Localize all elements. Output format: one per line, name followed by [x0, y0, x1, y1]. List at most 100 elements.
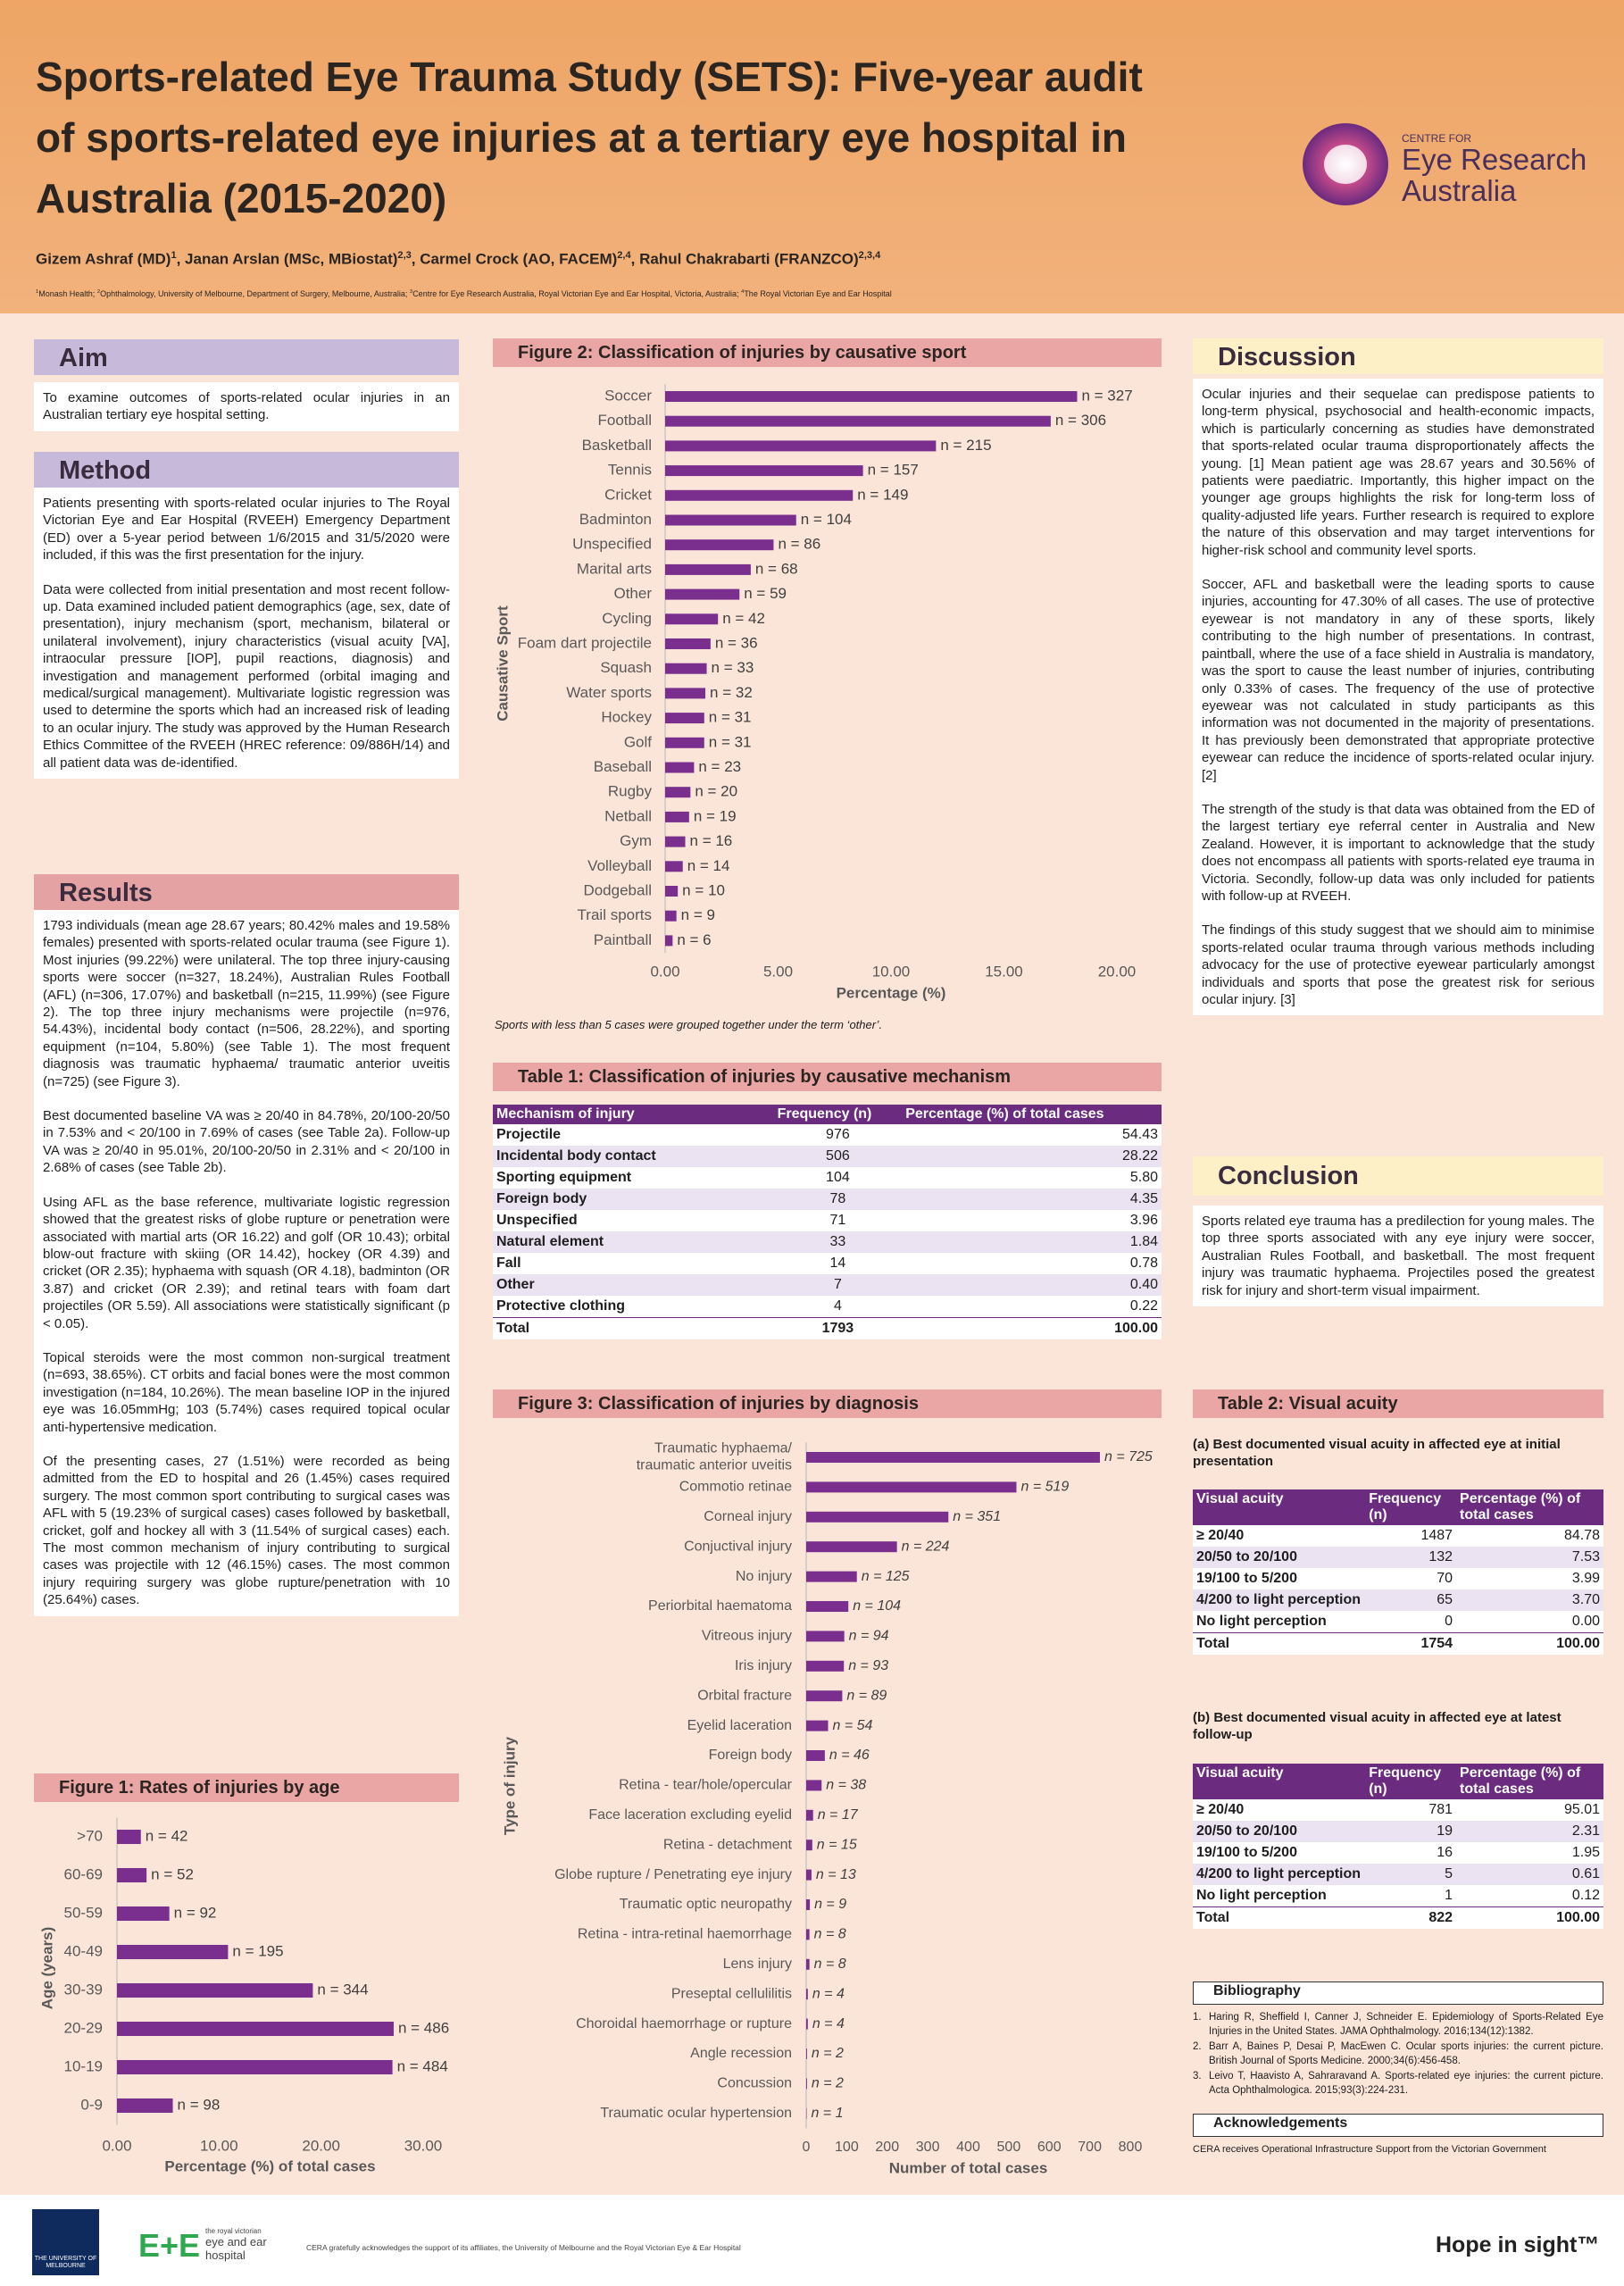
- table-cell: Protective clothing: [496, 1298, 626, 1314]
- x-tick-label: 10.00: [200, 2137, 238, 2154]
- table-cell: 20/50 to 20/100: [1193, 1547, 1366, 1568]
- data-label: n = 52: [151, 1865, 194, 1882]
- title-line: Australia (2015-2020): [36, 175, 447, 221]
- y-tick-label: 50-59: [64, 1904, 103, 1921]
- bar: [665, 391, 1078, 402]
- y-tick-label: Foam dart projectile: [518, 634, 652, 651]
- text-run: Centre for Eye Research Australia, Royal…: [412, 289, 742, 298]
- text-run: , Janan Arslan (MSc, MBiostat): [176, 250, 398, 268]
- data-label: n = 42: [722, 610, 765, 627]
- bar: [806, 1958, 810, 1970]
- table-cell: 1793: [773, 1317, 903, 1339]
- title-line: of sports-related eye injuries at a tert…: [36, 114, 1127, 161]
- section-heading: Aim: [34, 339, 459, 375]
- y-tick-label: Traumatic ocular hypertension: [600, 2106, 792, 2121]
- data-label: n = 9: [681, 906, 715, 923]
- bar: [665, 489, 854, 501]
- table-cell: No light perception: [1196, 1614, 1327, 1629]
- bar: [117, 2060, 393, 2074]
- table-row: Fall 14 0.78: [493, 1253, 1162, 1274]
- table-cell: 71: [829, 1213, 846, 1228]
- y-tick-label: Rugby: [608, 783, 653, 800]
- table-cell: 0: [1445, 1614, 1453, 1629]
- rveeh-text: eye and ear: [205, 2235, 267, 2248]
- x-tick-label: 300: [916, 2140, 940, 2155]
- table: Visual acuity Frequency (n) Percentage (%)…: [1193, 1764, 1603, 1929]
- paragraph: Soccer, AFL and basketball were the lead…: [1202, 577, 1595, 783]
- table-cell: 2.31: [1456, 1821, 1603, 1842]
- method-text: Patients presenting with sports-related …: [34, 488, 459, 780]
- table: Visual acuity Frequency (n) Percentage (%)…: [1193, 1489, 1603, 1655]
- table-cell: 20/50 to 20/100: [1193, 1821, 1366, 1842]
- bibliography-heading: Bibliography: [1193, 1981, 1603, 2005]
- bar: [665, 465, 863, 477]
- data-label: n = 23: [698, 758, 741, 775]
- table-row: 20/50 to 20/100 132 7.53: [1193, 1547, 1603, 1568]
- rveeh-mark: E+E: [138, 2227, 201, 2264]
- table-cell: 506: [773, 1146, 903, 1167]
- y-tick-label: Angle recession: [690, 2046, 792, 2061]
- affiliations: 1Monash Health; 2Ophthalmology, Universi…: [36, 289, 892, 298]
- data-label: n = 31: [709, 733, 752, 750]
- logo-text: Eye Research: [1402, 143, 1587, 176]
- bar: [806, 1809, 813, 1821]
- data-label: n = 484: [397, 2057, 448, 2074]
- table-row: No light perception 0 0.00: [1193, 1611, 1603, 1633]
- paragraph: Topical steroids were the most common no…: [43, 1349, 450, 1435]
- y-axis-title: Type of injury: [501, 1736, 518, 1835]
- reference-number: 3.: [1193, 2071, 1202, 2082]
- paragraph: The findings of this study suggest that …: [1202, 922, 1595, 1007]
- y-axis-title: Age (years): [38, 1927, 55, 2010]
- y-tick-label: Lens injury: [723, 1956, 792, 1972]
- y-tick-label: Squash: [600, 659, 652, 676]
- data-label: n = 2: [812, 2046, 844, 2061]
- tagline: Hope in sight™: [1436, 2232, 1600, 2257]
- y-tick-label: Eyelid laceration: [687, 1718, 792, 1733]
- reference-number: 2.: [1193, 2041, 1202, 2052]
- x-tick-label: 10.00: [872, 963, 911, 980]
- data-label: n = 32: [710, 684, 753, 701]
- bar: [665, 663, 707, 674]
- table-cell: 100.00: [902, 1317, 1162, 1339]
- text-run: The Royal Victorian Eye and Ear Hospital: [744, 289, 892, 298]
- data-label: n = 725: [1104, 1449, 1153, 1464]
- data-label: n = 306: [1055, 412, 1106, 429]
- bar: [806, 1989, 808, 2000]
- melbourne-logo: THE UNIVERSITY OF MELBOURNE: [32, 2209, 99, 2275]
- table-title: Table 2: Visual acuity: [1193, 1389, 1603, 1418]
- x-axis-title: Percentage (%): [837, 984, 946, 1001]
- rveeh-text: the royal victorian: [205, 2227, 262, 2235]
- table-row: Other 7 0.40: [493, 1274, 1162, 1296]
- data-label: n = 149: [857, 486, 908, 503]
- bar: [806, 1511, 949, 1523]
- y-tick-label: Preseptal cellulilitis: [671, 1986, 792, 2001]
- paragraph: 1793 individuals (mean age 28.67 years; …: [43, 918, 450, 1089]
- bar: [665, 440, 937, 452]
- bar: [665, 713, 704, 724]
- table-cell: 0.12: [1571, 1888, 1600, 1903]
- y-tick-label: No injury: [736, 1569, 792, 1584]
- bar: [806, 1631, 845, 1642]
- data-label: n = 351: [953, 1509, 1001, 1524]
- y-tick-label: Globe rupture / Penetrating eye injury: [554, 1867, 792, 1882]
- table-2b: Visual acuity Frequency (n) Percentage (%)…: [1193, 1764, 1603, 1929]
- data-label: n = 215: [940, 437, 991, 454]
- table-cell: Unspecified: [496, 1213, 578, 1228]
- y-tick-label: Badminton: [579, 511, 652, 528]
- x-tick-label: 700: [1078, 2140, 1102, 2155]
- y-tick-label: Dodgeball: [583, 881, 652, 898]
- text-run: Ophthalmology, University of Melbourne, …: [100, 289, 410, 298]
- bar: [665, 861, 683, 872]
- data-label: n = 8: [814, 1927, 846, 1942]
- table-cell: Natural element: [493, 1231, 774, 1253]
- table-row: Protective clothing 4 0.22: [493, 1296, 1162, 1318]
- y-tick-label: 30-39: [64, 1981, 103, 1998]
- table-row: Total 1754 100.00: [1193, 1632, 1603, 1655]
- y-tick-label: Gym: [620, 832, 652, 849]
- table-cell: 14: [829, 1256, 846, 1271]
- data-label: n = 14: [687, 857, 730, 874]
- superscript: 2,3: [397, 250, 412, 261]
- data-label: n = 13: [816, 1867, 856, 1882]
- data-label: n = 94: [849, 1629, 889, 1644]
- footer: THE UNIVERSITY OF MELBOURNE E+E the roya…: [0, 2195, 1624, 2286]
